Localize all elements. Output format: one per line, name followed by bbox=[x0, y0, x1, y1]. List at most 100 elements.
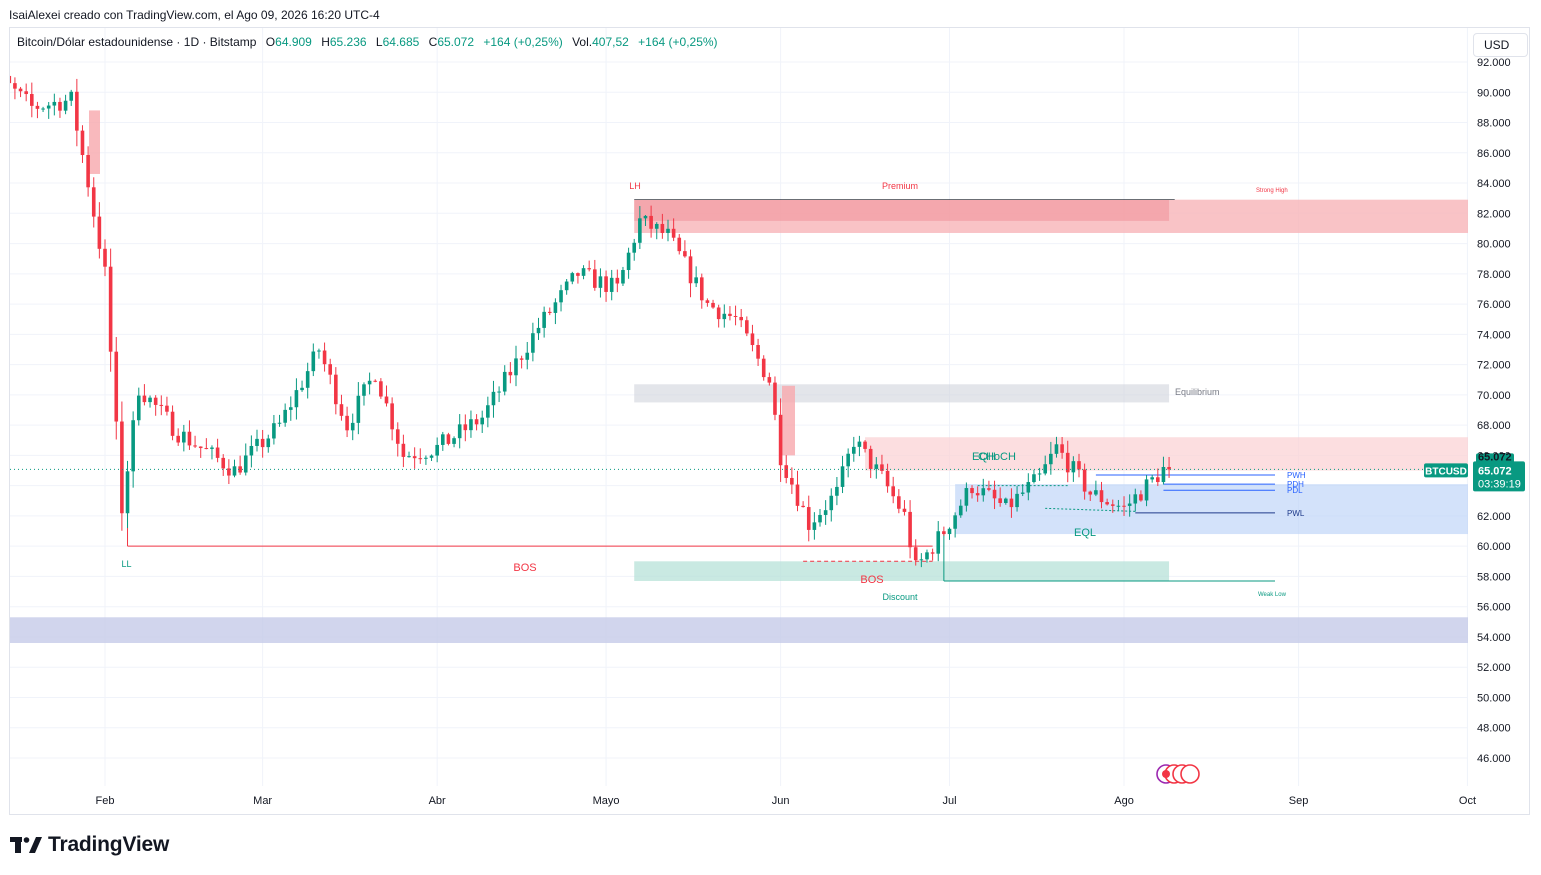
candle-body bbox=[108, 266, 113, 352]
candle-body bbox=[176, 435, 180, 443]
liquidity-band bbox=[10, 617, 1468, 644]
demand-range-zone bbox=[955, 484, 1468, 535]
candle-body bbox=[564, 281, 569, 291]
candle-body bbox=[615, 277, 620, 284]
footer-brand[interactable]: TradingView bbox=[10, 833, 169, 857]
volume-label: Vol. bbox=[572, 35, 593, 49]
candle-body bbox=[114, 351, 119, 422]
label-eql: EQL bbox=[1074, 527, 1096, 539]
candle-body bbox=[823, 510, 828, 515]
candle-body bbox=[1077, 461, 1081, 470]
candle-body bbox=[919, 559, 924, 561]
candle-body bbox=[908, 511, 912, 548]
candle-body bbox=[424, 457, 428, 459]
candle-body bbox=[818, 514, 822, 523]
candle-body bbox=[728, 313, 732, 316]
candle-body bbox=[795, 484, 800, 506]
y-tick-label: 78.000 bbox=[1477, 269, 1511, 281]
symbol-name[interactable]: Bitcoin/Dólar estadounidense · 1D · Bits… bbox=[17, 35, 257, 49]
candle-body bbox=[345, 415, 349, 431]
open-value: 64.909 bbox=[275, 35, 312, 49]
candle-body bbox=[925, 552, 929, 560]
candle-body bbox=[379, 381, 383, 397]
y-tick-label: 80.000 bbox=[1477, 239, 1511, 251]
label-bos-2: BOS bbox=[860, 574, 883, 586]
candle-body bbox=[812, 522, 817, 530]
candle-body bbox=[227, 468, 231, 476]
grid-lines bbox=[10, 28, 1468, 786]
candle-body bbox=[953, 515, 957, 529]
candle-body bbox=[913, 547, 918, 561]
chart-caption: IsaiAlexei creado con TradingView.com, e… bbox=[9, 8, 380, 22]
candle-body bbox=[305, 371, 310, 388]
label-equilibrium: Equilibrium bbox=[1175, 387, 1220, 397]
candle-body bbox=[1060, 444, 1064, 453]
candle-body bbox=[626, 252, 631, 271]
x-tick-label: Feb bbox=[96, 795, 115, 807]
candle-body bbox=[790, 477, 794, 485]
candle-body bbox=[18, 88, 23, 92]
candle-body bbox=[350, 422, 355, 431]
candle-body bbox=[711, 302, 715, 308]
last-price-box bbox=[1473, 461, 1525, 492]
y-tick-label: 68.000 bbox=[1477, 420, 1511, 432]
candle-body bbox=[255, 438, 259, 446]
candle-body bbox=[367, 380, 372, 385]
candle-body bbox=[58, 101, 62, 111]
candle-body bbox=[131, 420, 135, 472]
candle-body bbox=[942, 531, 946, 535]
candle-body bbox=[525, 352, 530, 360]
candle-body bbox=[198, 446, 203, 449]
candle-body bbox=[390, 403, 394, 430]
currency-button[interactable]: USD bbox=[1473, 33, 1528, 57]
zones bbox=[10, 110, 1468, 644]
level-label: PWL bbox=[1287, 509, 1305, 518]
candle-body bbox=[688, 256, 693, 284]
low-label: L bbox=[375, 35, 383, 49]
chart-frame[interactable] bbox=[9, 27, 1530, 815]
candle-body bbox=[469, 419, 473, 431]
candle-body bbox=[1065, 452, 1070, 473]
candle-body bbox=[632, 242, 637, 253]
x-tick-label: Mar bbox=[253, 795, 272, 807]
candle-body bbox=[1071, 461, 1076, 473]
candle-body bbox=[221, 457, 226, 469]
candle-body bbox=[778, 414, 783, 466]
candle-body bbox=[604, 276, 608, 292]
candle-body bbox=[170, 411, 175, 436]
candle-body bbox=[1015, 493, 1019, 508]
candle-body bbox=[739, 316, 743, 321]
y-axis: 92.000 90.000 88.000 86.000 84.000 82.000 80.0… bbox=[1477, 57, 1511, 765]
candle-body bbox=[722, 313, 727, 320]
candle-body bbox=[249, 445, 254, 456]
equilibrium-zone bbox=[634, 384, 1170, 403]
candle-body bbox=[103, 248, 107, 267]
candle-body bbox=[570, 273, 575, 282]
label-ll: LL bbox=[122, 559, 132, 569]
candle-body bbox=[671, 228, 676, 238]
candle-body bbox=[705, 300, 710, 303]
candle-body bbox=[1133, 494, 1138, 504]
candle-body bbox=[609, 277, 614, 292]
y-tick-label: 92.000 bbox=[1477, 57, 1511, 69]
volume-value: 407,52 bbox=[592, 35, 629, 49]
candle-body bbox=[547, 311, 552, 313]
label-eqh: EQH bbox=[972, 451, 996, 463]
y-tick-label: 82.000 bbox=[1477, 208, 1511, 220]
candle-body bbox=[1020, 492, 1025, 494]
candle-body bbox=[745, 320, 749, 334]
close-value: 65.072 bbox=[437, 35, 475, 49]
candle-body bbox=[204, 448, 209, 450]
candle-body bbox=[806, 507, 811, 530]
candle-body bbox=[446, 434, 451, 444]
price-above-text: 65.072 bbox=[1478, 451, 1512, 463]
candle-body bbox=[902, 508, 907, 512]
candle-body bbox=[153, 397, 158, 405]
candle-body bbox=[311, 351, 316, 372]
candle-body bbox=[277, 422, 282, 424]
candle-body bbox=[452, 438, 456, 444]
candle-body bbox=[840, 466, 845, 487]
candle-body bbox=[863, 441, 867, 449]
candle-body bbox=[339, 404, 344, 416]
